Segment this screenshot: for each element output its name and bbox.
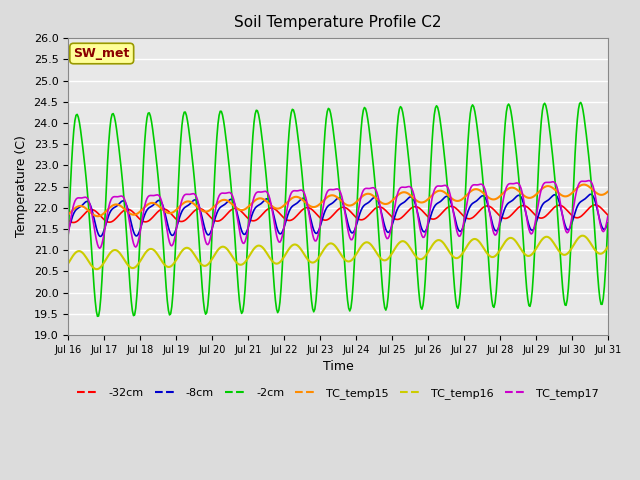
-32cm: [393, 216, 401, 222]
TC_temp16: [393, 242, 401, 248]
TC_temp16: [293, 242, 301, 248]
-2cm: [234, 269, 241, 275]
TC_temp16: [92, 266, 100, 272]
Line: TC_temp17: TC_temp17: [68, 180, 608, 248]
TC_temp17: [234, 214, 241, 220]
TC_temp15: [293, 194, 301, 200]
TC_temp17: [96, 245, 104, 251]
TC_temp16: [367, 242, 375, 248]
-8cm: [293, 200, 301, 206]
-8cm: [462, 216, 470, 221]
TC_temp17: [462, 207, 470, 213]
-32cm: [367, 209, 375, 215]
TC_temp16: [234, 260, 241, 266]
TC_temp15: [580, 182, 588, 188]
-2cm: [556, 238, 563, 243]
-2cm: [64, 234, 72, 240]
Line: -2cm: -2cm: [68, 102, 608, 316]
-32cm: [604, 212, 612, 218]
TC_temp16: [556, 249, 563, 254]
TC_temp15: [393, 193, 401, 199]
-2cm: [393, 125, 401, 131]
Line: -8cm: -8cm: [68, 194, 608, 237]
TC_temp17: [293, 188, 301, 194]
TC_temp15: [604, 189, 612, 194]
-8cm: [604, 220, 612, 226]
Text: SW_met: SW_met: [74, 47, 130, 60]
TC_temp17: [64, 231, 72, 237]
-2cm: [93, 313, 101, 319]
TC_temp17: [604, 214, 612, 219]
TC_temp15: [64, 212, 72, 217]
-32cm: [234, 206, 241, 212]
TC_temp16: [462, 245, 470, 251]
-8cm: [234, 210, 241, 216]
TC_temp15: [556, 191, 563, 196]
-8cm: [367, 197, 375, 203]
-32cm: [591, 202, 599, 208]
TC_temp16: [579, 233, 587, 239]
TC_temp17: [367, 185, 375, 191]
-2cm: [367, 143, 375, 149]
-8cm: [556, 199, 563, 205]
-2cm: [604, 221, 612, 227]
-2cm: [577, 99, 584, 105]
TC_temp17: [556, 194, 563, 200]
TC_temp16: [604, 244, 612, 250]
-8cm: [393, 207, 401, 213]
-32cm: [293, 213, 301, 218]
Y-axis label: Temperature (C): Temperature (C): [15, 135, 28, 238]
-2cm: [293, 125, 301, 131]
TC_temp15: [93, 213, 101, 219]
Legend: -32cm, -8cm, -2cm, TC_temp15, TC_temp16, TC_temp17: -32cm, -8cm, -2cm, TC_temp15, TC_temp16,…: [73, 384, 603, 404]
Line: TC_temp16: TC_temp16: [68, 236, 608, 269]
TC_temp15: [234, 205, 241, 211]
-32cm: [462, 215, 470, 221]
-32cm: [556, 203, 563, 208]
-8cm: [97, 234, 105, 240]
TC_temp17: [585, 178, 593, 183]
-2cm: [462, 181, 470, 187]
TC_temp17: [393, 192, 401, 198]
-32cm: [64, 217, 72, 223]
TC_temp16: [64, 261, 72, 266]
-8cm: [64, 228, 72, 233]
X-axis label: Time: Time: [323, 360, 353, 373]
Line: -32cm: -32cm: [68, 205, 608, 223]
-32cm: [70, 220, 77, 226]
Line: TC_temp15: TC_temp15: [68, 185, 608, 216]
TC_temp15: [367, 192, 375, 197]
TC_temp15: [462, 193, 470, 199]
Title: Soil Temperature Profile C2: Soil Temperature Profile C2: [234, 15, 442, 30]
-8cm: [587, 192, 595, 197]
